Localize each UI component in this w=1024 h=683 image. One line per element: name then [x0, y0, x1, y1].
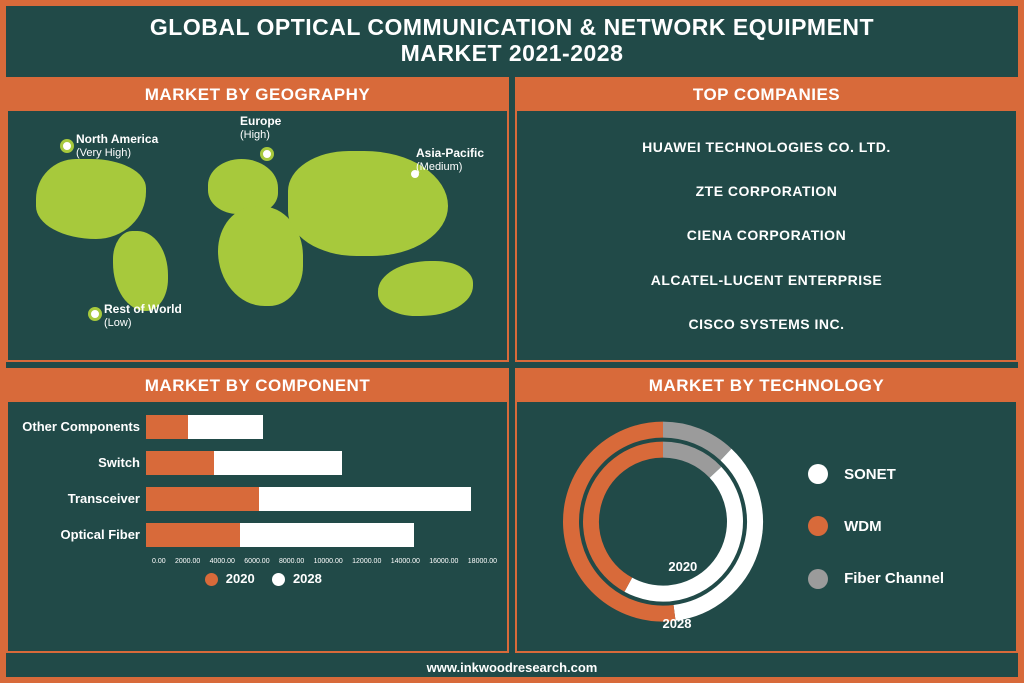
legend-label-2028: 2028 — [293, 571, 322, 586]
geo-region-label: Asia-Pacific(Medium) — [416, 147, 484, 173]
bar-legend: 2020 2028 — [16, 571, 497, 586]
axis-tick: 10000.00 — [314, 558, 343, 565]
title-line-2: MARKET 2021-2028 — [6, 40, 1018, 66]
component-bar-chart: Other Components Switch Transceiver Optical… — [8, 402, 507, 651]
panel-technology-chart: MARKET BY TECHNOLOGY 2020 2028 SONET WDM F… — [515, 368, 1018, 653]
axis-tick: 14000.00 — [391, 558, 420, 565]
donut-year-outer: 2028 — [663, 616, 692, 631]
title-line-1: GLOBAL OPTICAL COMMUNICATION & NETWORK E… — [6, 14, 1018, 40]
tech-legend-item: Fiber Channel — [808, 569, 1016, 589]
bar-label: Transceiver — [16, 491, 146, 506]
donut-segment — [663, 450, 715, 473]
company-item: ZTE CORPORATION — [696, 183, 838, 199]
bar-axis: 0.00 2000.00 4000.00 6000.00 8000.00 10000.00… — [152, 558, 497, 565]
bar-label: Other Components — [16, 419, 146, 434]
tech-legend-item: SONET — [808, 464, 1016, 484]
axis-tick: 2000.00 — [175, 558, 200, 565]
bar-row: Switch — [16, 450, 497, 476]
legend-label: WDM — [844, 518, 882, 535]
company-list: HUAWEI TECHNOLOGIES CO. LTD. ZTE CORPORAT… — [517, 111, 1016, 360]
donut-segment — [591, 450, 663, 585]
footer-url: www.inkwoodresearch.com — [6, 657, 1018, 677]
company-item: CIENA CORPORATION — [687, 227, 846, 243]
bar-row: Other Components — [16, 414, 497, 440]
axis-tick: 16000.00 — [429, 558, 458, 565]
bar-segment-2020 — [146, 523, 240, 547]
axis-tick: 8000.00 — [279, 558, 304, 565]
bar-segment-2020 — [146, 415, 188, 439]
map-pin-icon — [260, 147, 274, 161]
map-pin-icon — [60, 139, 74, 153]
bar-row: Transceiver — [16, 486, 497, 512]
legend-swatch-2028 — [272, 573, 285, 586]
panel-header-technology: MARKET BY TECHNOLOGY — [517, 370, 1016, 402]
bar-label: Switch — [16, 455, 146, 470]
legend-swatch — [808, 464, 828, 484]
geo-region-label: Europe(High) — [240, 115, 281, 141]
panel-geography: MARKET BY GEOGRAPHY North America(Very H… — [6, 77, 509, 362]
map-pin-icon — [88, 307, 102, 321]
axis-tick: 0.00 — [152, 558, 166, 565]
technology-donut: 2020 2028 — [517, 402, 808, 651]
bar-segment-2020 — [146, 451, 214, 475]
page-title: GLOBAL OPTICAL COMMUNICATION & NETWORK E… — [6, 6, 1018, 73]
legend-label: Fiber Channel — [844, 570, 944, 587]
bar-segment-2020 — [146, 487, 259, 511]
axis-tick: 12000.00 — [352, 558, 381, 565]
geo-region-label: Rest of World(Low) — [104, 303, 182, 329]
company-item: HUAWEI TECHNOLOGIES CO. LTD. — [642, 139, 891, 155]
donut-year-inner: 2020 — [668, 559, 697, 574]
axis-tick: 4000.00 — [210, 558, 235, 565]
legend-label-2020: 2020 — [226, 571, 255, 586]
company-item: ALCATEL-LUCENT ENTERPRISE — [651, 272, 883, 288]
geo-region-label: North America(Very High) — [76, 133, 158, 159]
panel-component-chart: MARKET BY COMPONENT Other Components Swit… — [6, 368, 509, 653]
axis-tick: 18000.00 — [468, 558, 497, 565]
panel-header-component: MARKET BY COMPONENT — [8, 370, 507, 402]
legend-swatch — [808, 516, 828, 536]
legend-label: SONET — [844, 466, 896, 483]
donut-segment — [628, 473, 735, 594]
legend-swatch — [808, 569, 828, 589]
legend-swatch-2020 — [205, 573, 218, 586]
world-map: North America(Very High) Europe(High) Asia… — [8, 111, 507, 360]
tech-legend-item: WDM — [808, 516, 1016, 536]
panel-companies: TOP COMPANIES HUAWEI TECHNOLOGIES CO. LT… — [515, 77, 1018, 362]
panel-header-geography: MARKET BY GEOGRAPHY — [8, 79, 507, 111]
technology-legend: SONET WDM Fiber Channel — [808, 402, 1016, 651]
bar-row: Optical Fiber — [16, 522, 497, 548]
axis-tick: 6000.00 — [244, 558, 269, 565]
company-item: CISCO SYSTEMS INC. — [688, 316, 844, 332]
panel-header-companies: TOP COMPANIES — [517, 79, 1016, 111]
bar-label: Optical Fiber — [16, 527, 146, 542]
